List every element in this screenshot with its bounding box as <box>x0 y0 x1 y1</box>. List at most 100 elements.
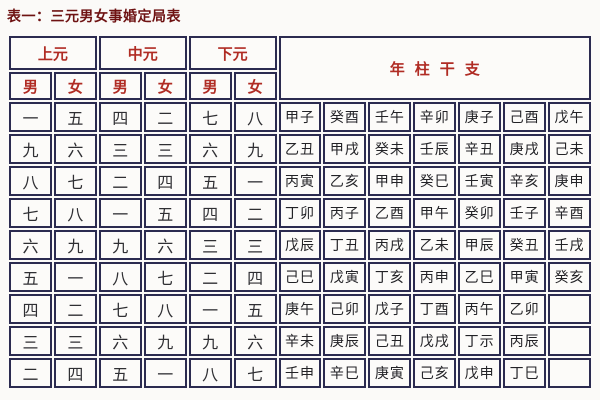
ganzhi-cell: 乙丑 <box>278 134 322 164</box>
ganzhi-cell: 癸卯 <box>458 198 502 228</box>
ganzhi-cell: 戊戌 <box>413 326 457 356</box>
table-row: 四二七八一五庚午 己卯 戊子 丁酉 丙午 乙卯 <box>9 294 591 324</box>
ganzhi-cell: 乙巳 <box>458 262 502 292</box>
gender-header-female-middle: 女 <box>143 72 187 100</box>
trigram-number-cell: 九 <box>143 326 187 356</box>
trigram-number-cell: 六 <box>143 230 187 260</box>
ganzhi-cell: 辛卯 <box>413 102 457 132</box>
ganzhi-cell: 己丑 <box>368 326 412 356</box>
table-row: 二四五一八七壬申 辛巳 庚寅 己亥 戊申 丁巳 <box>9 358 591 388</box>
trigram-number-cell: 六 <box>188 134 232 164</box>
trigram-number-cell: 一 <box>9 102 52 132</box>
trigram-number-cell: 四 <box>53 358 97 388</box>
ganzhi-cell: 庚子 <box>458 102 502 132</box>
ganzhi-cell: 壬申 <box>278 358 322 388</box>
ganzhi-cell: 戊辰 <box>278 230 322 260</box>
trigram-number-cell: 三 <box>188 230 232 260</box>
ganzhi-cell: 辛亥 <box>503 166 547 196</box>
ganzhi-cell: 壬寅 <box>458 166 502 196</box>
trigram-number-cell: 九 <box>188 326 232 356</box>
ganzhi-cell: 丙子 <box>323 198 367 228</box>
table-title: 表一：三元男女事婚定局表 <box>7 8 181 24</box>
ganzhi-cell: 甲申 <box>368 166 412 196</box>
trigram-number-cell: 三 <box>53 326 97 356</box>
trigram-number-cell: 二 <box>9 358 52 388</box>
ganzhi-cell: 丁卯 <box>278 198 322 228</box>
ganzhi-cell <box>548 294 591 324</box>
ganzhi-cell: 丁丑 <box>323 230 367 260</box>
ganzhi-cell: 丁巳 <box>503 358 547 388</box>
ganzhi-cell: 乙卯 <box>503 294 547 324</box>
ganzhi-cell: 己酉 <box>503 102 547 132</box>
ganzhi-cell: 壬午 <box>368 102 412 132</box>
ganzhi-cell: 戊寅 <box>323 262 367 292</box>
ganzhi-cell: 癸亥 <box>548 262 591 292</box>
trigram-number-cell: 三 <box>233 230 277 260</box>
trigram-number-cell: 六 <box>233 326 277 356</box>
trigram-number-cell: 一 <box>143 358 187 388</box>
era-header-lower: 下元 <box>188 36 277 70</box>
trigram-number-cell: 六 <box>53 134 97 164</box>
trigram-number-cell: 二 <box>53 294 97 324</box>
ganzhi-cell: 壬子 <box>503 198 547 228</box>
trigram-number-cell: 八 <box>53 198 97 228</box>
trigram-number-cell: 四 <box>98 102 142 132</box>
ganzhi-cell: 乙酉 <box>368 198 412 228</box>
trigram-number-cell: 七 <box>143 262 187 292</box>
ganzhi-cell: 乙未 <box>413 230 457 260</box>
trigram-number-cell: 九 <box>98 230 142 260</box>
trigram-number-cell: 五 <box>9 262 52 292</box>
trigram-number-cell: 三 <box>143 134 187 164</box>
ganzhi-cell: 丁酉 <box>413 294 457 324</box>
trigram-number-cell: 七 <box>9 198 52 228</box>
ganzhi-cell: 辛酉 <box>548 198 591 228</box>
ganzhi-cell: 己亥 <box>413 358 457 388</box>
trigram-number-cell: 一 <box>53 262 97 292</box>
trigram-number-cell: 九 <box>53 230 97 260</box>
trigram-number-cell: 五 <box>53 102 97 132</box>
trigram-number-cell: 八 <box>188 358 232 388</box>
trigram-number-cell: 四 <box>188 198 232 228</box>
trigram-number-cell: 五 <box>188 166 232 196</box>
trigram-number-cell: 二 <box>188 262 232 292</box>
trigram-number-cell: 三 <box>9 326 52 356</box>
table-header: 上元 中元 下元 年柱干支 男 女 男 女 男 女 <box>9 36 591 100</box>
trigram-number-cell: 四 <box>9 294 52 324</box>
ganzhi-cell: 壬辰 <box>413 134 457 164</box>
table-body: 一五四二七八甲子 癸酉 壬午 辛卯 庚子 己酉 戊午九六三三六九乙丑 甲戌 癸未 壬辰 辛丑 庚戌 己未… <box>9 102 591 388</box>
ganzhi-cell: 丁示 <box>458 326 502 356</box>
trigram-number-cell: 九 <box>9 134 52 164</box>
ganzhi-cell: 甲辰 <box>458 230 502 260</box>
ganzhi-cell: 甲午 <box>413 198 457 228</box>
ganzhi-cell: 丙午 <box>458 294 502 324</box>
ganzhi-cell <box>548 358 591 388</box>
ganzhi-cell: 戊子 <box>368 294 412 324</box>
ganzhi-cell: 丙申 <box>413 262 457 292</box>
ganzhi-cell: 癸巳 <box>413 166 457 196</box>
trigram-number-cell: 二 <box>98 166 142 196</box>
ganzhi-cell: 庚寅 <box>368 358 412 388</box>
trigram-number-cell: 二 <box>143 102 187 132</box>
ganzhi-cell: 庚辰 <box>323 326 367 356</box>
table-row: 三三六九九六辛未 庚辰 己丑 戊戌 丁示 丙辰 <box>9 326 591 356</box>
gender-header-female-upper: 女 <box>53 72 97 100</box>
year-pillar-header: 年柱干支 <box>278 36 591 100</box>
era-header-row: 上元 中元 下元 年柱干支 <box>9 36 591 100</box>
trigram-number-cell: 四 <box>143 166 187 196</box>
table-row: 八七二四五一丙寅 乙亥 甲申 癸巳 壬寅 辛亥 庚申 <box>9 166 591 196</box>
ganzhi-cell: 甲寅 <box>503 262 547 292</box>
trigram-number-cell: 五 <box>98 358 142 388</box>
trigram-number-cell: 五 <box>233 294 277 324</box>
trigram-number-cell: 七 <box>98 294 142 324</box>
trigram-number-cell: 八 <box>143 294 187 324</box>
ganzhi-cell: 乙亥 <box>323 166 367 196</box>
trigram-number-cell: 四 <box>233 262 277 292</box>
ganzhi-cell: 壬戌 <box>548 230 591 260</box>
gender-header-female-lower: 女 <box>233 72 277 100</box>
trigram-number-cell: 八 <box>233 102 277 132</box>
table-row: 一五四二七八甲子 癸酉 壬午 辛卯 庚子 己酉 戊午 <box>9 102 591 132</box>
ganzhi-cell: 癸丑 <box>503 230 547 260</box>
gender-header-male-upper: 男 <box>9 72 52 100</box>
ganzhi-cell: 丁亥 <box>368 262 412 292</box>
ganzhi-cell: 戊申 <box>458 358 502 388</box>
